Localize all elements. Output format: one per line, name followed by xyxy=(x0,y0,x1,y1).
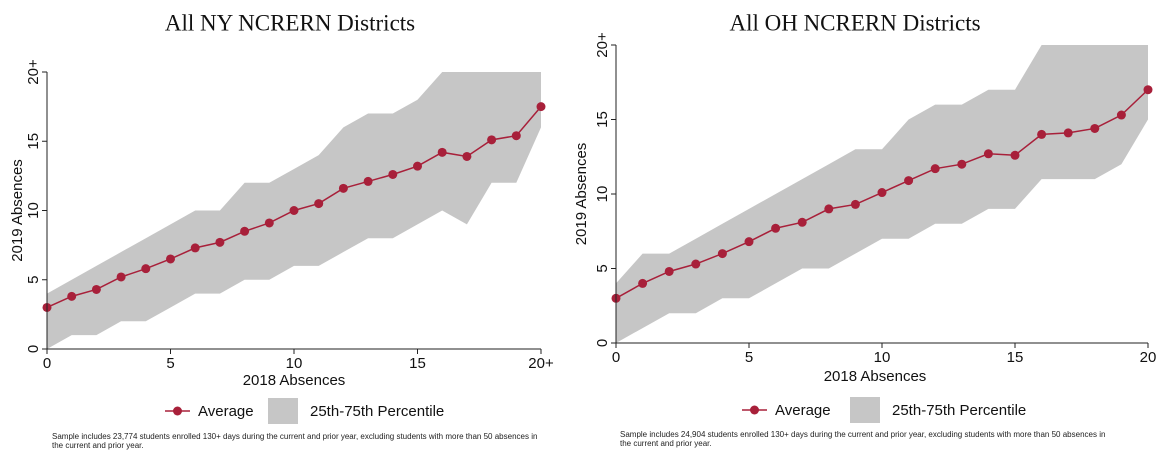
legend-marker xyxy=(750,405,759,415)
average-point xyxy=(983,149,993,159)
average-point xyxy=(536,102,546,112)
average-point xyxy=(338,183,348,193)
average-point xyxy=(1143,85,1153,95)
average-point xyxy=(797,217,807,227)
legend-swatch xyxy=(268,398,298,424)
average-point xyxy=(957,159,967,169)
y-tick-label: 10 xyxy=(594,186,611,203)
y-tick-label: 20+ xyxy=(594,32,611,58)
x-tick-label: 10 xyxy=(286,355,303,372)
average-point xyxy=(691,259,701,269)
x-tick-label: 20+ xyxy=(528,355,554,372)
average-point xyxy=(116,272,126,282)
average-point xyxy=(413,161,422,171)
average-point xyxy=(1063,128,1073,138)
y-tick-label: 0 xyxy=(25,345,42,353)
average-point xyxy=(289,206,299,215)
y-tick-label: 20+ xyxy=(25,59,42,85)
legend-label: Average xyxy=(198,403,254,420)
average-point xyxy=(511,131,521,141)
average-point xyxy=(67,291,77,301)
average-point xyxy=(664,266,674,276)
average-point xyxy=(388,169,398,179)
average-point xyxy=(437,147,447,157)
average-point xyxy=(638,278,648,288)
x-tick-label: 10 xyxy=(874,349,891,366)
average-point xyxy=(141,264,151,274)
chart-title: All NY NCRERN Districts xyxy=(165,10,415,35)
x-tick-label: 15 xyxy=(409,355,426,372)
average-point xyxy=(824,204,834,214)
average-point xyxy=(1116,110,1126,120)
average-point xyxy=(215,237,225,247)
average-point xyxy=(190,243,200,253)
y-tick-label: 5 xyxy=(594,264,611,272)
average-point xyxy=(487,135,497,145)
chart-title: All OH NCRERN Districts xyxy=(729,10,980,35)
average-point xyxy=(850,199,860,209)
average-point xyxy=(1037,129,1047,139)
average-point xyxy=(462,151,472,161)
average-point xyxy=(744,237,754,247)
average-point xyxy=(240,226,250,236)
y-tick-label: 15 xyxy=(25,133,42,150)
x-tick-label: 20 xyxy=(1140,349,1156,366)
legend-marker xyxy=(173,406,182,416)
x-tick-label: 5 xyxy=(166,355,174,372)
legend-swatch xyxy=(850,397,880,423)
average-point xyxy=(717,249,727,259)
average-point xyxy=(1090,123,1100,133)
average-point xyxy=(771,223,781,233)
note-text: Sample includes 24,904 students enrolled… xyxy=(620,430,1106,448)
average-point xyxy=(363,176,373,186)
legend-label: Average xyxy=(775,402,831,419)
x-axis-label: 2018 Absences xyxy=(243,372,346,389)
x-tick-label: 5 xyxy=(745,349,753,366)
y-tick-label: 5 xyxy=(25,276,42,284)
legend-label: 25th-75th Percentile xyxy=(310,403,444,420)
x-tick-label: 15 xyxy=(1007,349,1024,366)
note: Sample includes 24,904 students enrolled… xyxy=(620,430,1106,448)
average-point xyxy=(877,188,887,198)
x-axis-label: 2018 Absences xyxy=(824,368,927,385)
average-point xyxy=(264,218,274,228)
y-axis-label: 2019 Absences xyxy=(573,143,590,246)
average-point xyxy=(904,176,914,186)
note: Sample includes 23,774 students enrolled… xyxy=(52,432,538,450)
average-point xyxy=(930,164,940,174)
x-tick-label: 0 xyxy=(612,349,620,366)
average-point xyxy=(1010,150,1020,160)
y-tick-label: 0 xyxy=(594,339,611,347)
note-text: Sample includes 23,774 students enrolled… xyxy=(52,432,538,450)
average-point xyxy=(166,254,175,264)
average-point xyxy=(91,284,101,294)
x-tick-label: 0 xyxy=(43,355,51,372)
average-point xyxy=(314,199,324,209)
y-tick-label: 15 xyxy=(594,111,611,128)
legend-label: 25th-75th Percentile xyxy=(892,402,1026,419)
y-axis-label: 2019 Absences xyxy=(9,159,26,262)
y-tick-label: 10 xyxy=(25,202,42,219)
